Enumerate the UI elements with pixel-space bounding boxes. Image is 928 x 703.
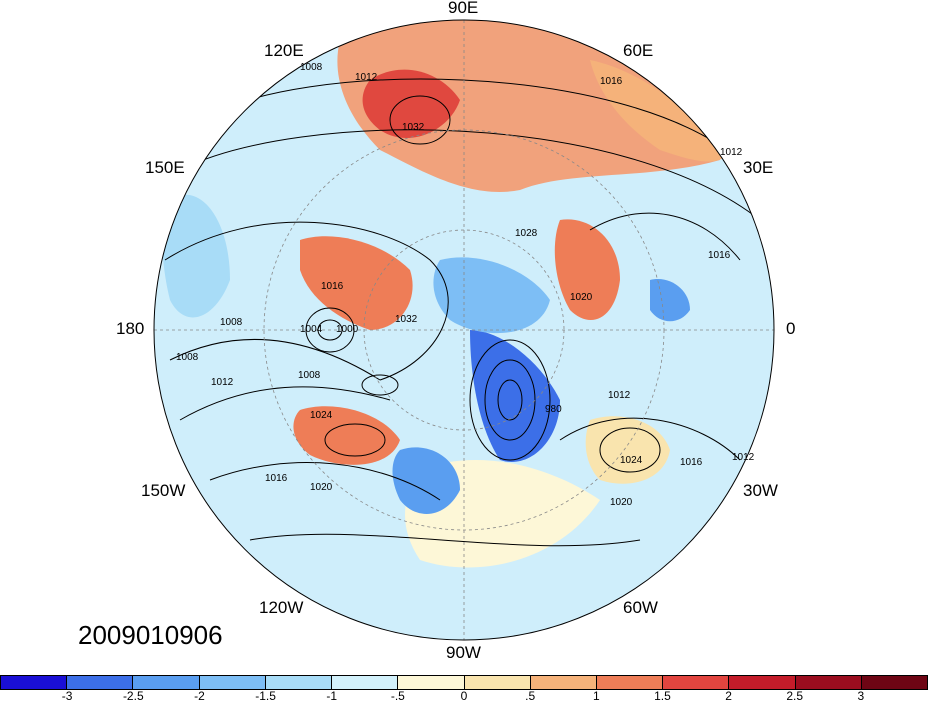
label-60e: 60E bbox=[623, 41, 654, 60]
contour-label: 1020 bbox=[570, 292, 593, 303]
contour-label: 1012 bbox=[720, 147, 743, 158]
cold-anomaly-west bbox=[162, 194, 230, 318]
colorbar-swatch bbox=[861, 676, 928, 689]
colorbar-swatch bbox=[729, 676, 796, 689]
colorbar-swatch bbox=[596, 676, 664, 689]
contour-label: 1024 bbox=[310, 410, 333, 421]
colorbar-swatch bbox=[398, 676, 465, 689]
label-120w: 120W bbox=[259, 598, 304, 617]
contour-label: 1016 bbox=[321, 281, 344, 292]
colorbar-tick-label: -2 bbox=[194, 689, 205, 703]
label-150e: 150E bbox=[145, 158, 185, 177]
colorbar bbox=[0, 675, 928, 690]
warm-anomaly-core-north bbox=[362, 69, 460, 139]
label-90e: 90E bbox=[448, 0, 479, 17]
colorbar-tick-label: -1.5 bbox=[255, 689, 276, 703]
timestamp: 2009010906 bbox=[78, 620, 223, 650]
colorbar-tick-label: 1 bbox=[592, 689, 600, 703]
colorbar-tick-label: -2.5 bbox=[122, 689, 144, 703]
contour-label: 1004 bbox=[300, 324, 323, 335]
colorbar-swatch bbox=[199, 676, 266, 689]
label-180: 180 bbox=[116, 319, 145, 338]
contour-label: 1020 bbox=[610, 497, 633, 508]
contour-label: 980 bbox=[545, 404, 562, 415]
warm-anomaly-northeast bbox=[590, 60, 730, 162]
colorbar-tick-label: 2 bbox=[725, 689, 732, 703]
colorbar-swatch bbox=[464, 676, 531, 689]
contour-label: 1028 bbox=[515, 228, 538, 239]
colorbar-swatch bbox=[1, 676, 68, 689]
contour-label: 1008 bbox=[176, 352, 199, 363]
warm-anomaly-southwest bbox=[293, 406, 400, 465]
anomaly-shading bbox=[154, 20, 774, 640]
contour-label: 1000 bbox=[336, 324, 359, 335]
label-30w: 30W bbox=[743, 481, 778, 500]
contour-label: 1012 bbox=[211, 377, 234, 388]
contour-label: 1020 bbox=[310, 482, 333, 493]
colorbar-swatch bbox=[133, 676, 200, 689]
contour-label: 1008 bbox=[300, 62, 323, 73]
colorbar-tick-label: -1 bbox=[326, 689, 338, 703]
contour-label: 1016 bbox=[600, 76, 623, 87]
cold-anomaly-ring bbox=[433, 257, 550, 334]
colorbar-swatch bbox=[795, 676, 862, 689]
label-60w: 60W bbox=[623, 598, 658, 617]
contour-label: 1008 bbox=[220, 317, 243, 328]
label-30e: 30E bbox=[743, 158, 774, 177]
contour-label: 1016 bbox=[265, 473, 288, 484]
graticule bbox=[154, 20, 774, 640]
contour-label: 1024 bbox=[620, 455, 643, 466]
contour-label: 1032 bbox=[402, 122, 425, 133]
colorbar-swatch bbox=[530, 676, 597, 689]
cold-anomaly-south bbox=[392, 447, 460, 514]
label-90w: 90W bbox=[446, 643, 481, 662]
label-0: 0 bbox=[786, 319, 796, 338]
contour-label: 1032 bbox=[395, 314, 418, 325]
warm-anomaly-west bbox=[300, 236, 413, 330]
colorbar-tick-label: -.5 bbox=[390, 689, 405, 703]
contour-label: 1012 bbox=[608, 390, 631, 401]
colorbar-swatch bbox=[265, 676, 333, 689]
label-150w: 150W bbox=[141, 481, 186, 500]
pressure-contours bbox=[164, 78, 761, 547]
colorbar-tick-label: -3 bbox=[61, 689, 73, 703]
contour-label: 1016 bbox=[708, 250, 731, 261]
contour-label: 1008 bbox=[298, 370, 321, 381]
colorbar-tick-label: 2.5 bbox=[786, 689, 804, 703]
warm-anomaly-east bbox=[554, 219, 620, 320]
contour-label: 1012 bbox=[355, 72, 378, 83]
colorbar-tick-label: 1.5 bbox=[654, 689, 671, 703]
cold-anomaly-east bbox=[650, 279, 690, 322]
colorbar-swatch bbox=[332, 676, 399, 689]
contour-label: 1012 bbox=[732, 452, 755, 463]
colorbar-tick-label: 3 bbox=[857, 689, 865, 703]
colorbar-swatch bbox=[663, 676, 730, 689]
map-border bbox=[153, 19, 775, 641]
colorbar-swatch bbox=[67, 676, 134, 689]
colorbar-tick-label: 0 bbox=[460, 689, 468, 703]
label-120e: 120E bbox=[264, 41, 304, 60]
colorbar-tick-label: .5 bbox=[525, 689, 536, 703]
contour-label: 1016 bbox=[680, 457, 703, 468]
